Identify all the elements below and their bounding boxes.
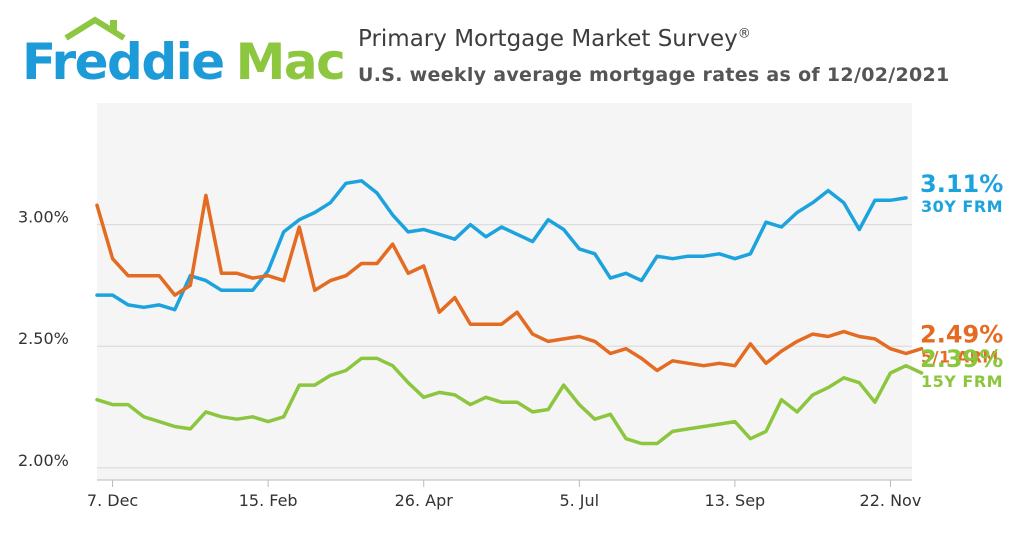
series-name-label-5-1-arm: 5/1 ARM — [921, 348, 999, 367]
y-tick-label: 3.00% — [18, 208, 69, 227]
x-tick-label: 5. Jul — [559, 491, 599, 510]
x-tick-label: 26. Apr — [395, 491, 454, 510]
end-value-label-5-1-arm: 2.49% — [920, 321, 1003, 349]
freddie-mac-logo: Freddie Mac — [22, 14, 346, 94]
axes: 2.00% 2.50% 3.00% 7. Dec 15. Feb 26. Apr 5. Ju… — [18, 208, 921, 510]
house-roof-icon — [64, 16, 126, 41]
series-line-15y-frm[interactable] — [95, 356, 924, 446]
series-name-label-15y-frm: 15Y FRM — [921, 372, 1003, 391]
title-text: Primary Mortgage Market Survey — [358, 26, 738, 52]
x-tick-label: 7. Dec — [87, 491, 138, 510]
chart-title: Primary Mortgage Market Survey® — [358, 26, 751, 52]
y-tick-label: 2.00% — [18, 451, 69, 470]
end-value-label-30y-frm: 3.11% — [920, 170, 1003, 198]
x-tick-label: 22. Nov — [860, 491, 922, 510]
series-name-label-30y-frm: 30Y FRM — [921, 197, 1003, 216]
y-tick-label: 2.50% — [18, 329, 69, 348]
end-value-label-15y-frm: 2.39% — [920, 345, 1003, 373]
plot-background — [97, 103, 912, 480]
series-lines — [95, 179, 924, 446]
series-line-30y-frm[interactable] — [95, 179, 908, 312]
logo-mac-text: Mac — [235, 33, 346, 91]
chart-subtitle: U.S. weekly average mortgage rates as of… — [358, 64, 950, 86]
logo-freddie-text: Freddie — [22, 33, 225, 91]
registered-mark: ® — [737, 26, 751, 42]
x-tick-label: 13. Sep — [705, 491, 766, 510]
series-line-5-1-arm[interactable] — [95, 193, 924, 373]
x-tick-label: 15. Feb — [239, 491, 298, 510]
